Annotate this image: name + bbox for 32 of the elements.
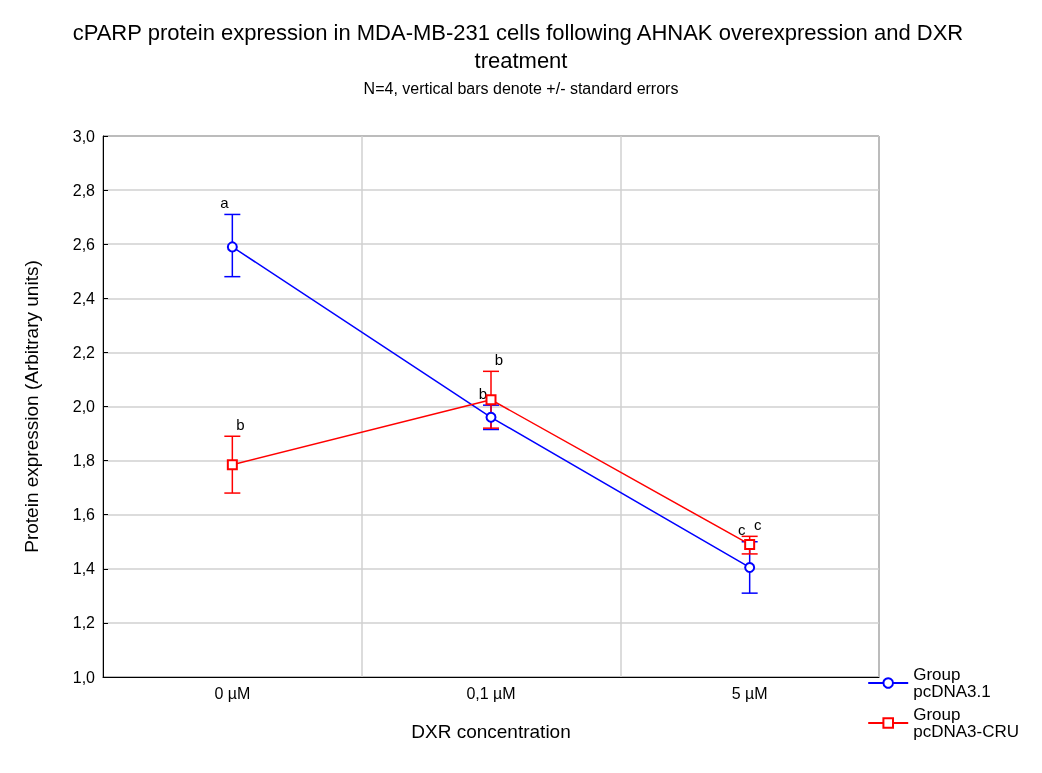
y-tick-label: 2,2 — [72, 343, 96, 361]
point — [744, 538, 756, 550]
y-tick-label: 2,4 — [72, 289, 96, 307]
x-tick-label: 0 µM — [214, 684, 251, 702]
x-tick-label: 5 µM — [731, 684, 768, 702]
point — [744, 561, 756, 573]
legend-label: Group pcDNA3-CRU — [913, 705, 1019, 741]
x-tick-label: 0,1 µM — [466, 684, 516, 702]
y-axis-title: Protein expression (Arbitrary units) — [21, 260, 42, 553]
y-tick-label: 2,6 — [72, 235, 96, 253]
point — [485, 411, 497, 423]
annotation: c — [753, 515, 762, 533]
y-tick-label: 1,2 — [72, 614, 96, 632]
y-tick-label: 2,0 — [72, 398, 96, 415]
point — [226, 459, 238, 471]
point — [226, 241, 238, 253]
annotation: a — [220, 193, 230, 211]
annotation: c — [737, 521, 746, 539]
chart-title: cPARP protein expression in MDA-MB-231 cells following AHNAK overexpression and DXR treatment — [72, 19, 970, 73]
x-axis-title: DXR concentration — [411, 721, 571, 742]
point — [485, 394, 497, 406]
chart-subtitle: N=4, vertical bars denote +/- standard errors — [363, 79, 679, 97]
annotation: b — [236, 415, 245, 433]
y-tick-label: 1,0 — [72, 668, 96, 686]
y-tick-label: 1,4 — [72, 560, 96, 578]
legend-label: Group pcDNA3.1 — [913, 665, 991, 701]
y-tick-label: 3,0 — [72, 127, 96, 145]
y-tick-label: 1,6 — [72, 506, 96, 524]
y-tick-label: 1,8 — [72, 452, 96, 470]
annotation: b — [478, 384, 488, 402]
annotation: b — [494, 350, 504, 368]
y-tick-label: 2,8 — [72, 181, 96, 199]
